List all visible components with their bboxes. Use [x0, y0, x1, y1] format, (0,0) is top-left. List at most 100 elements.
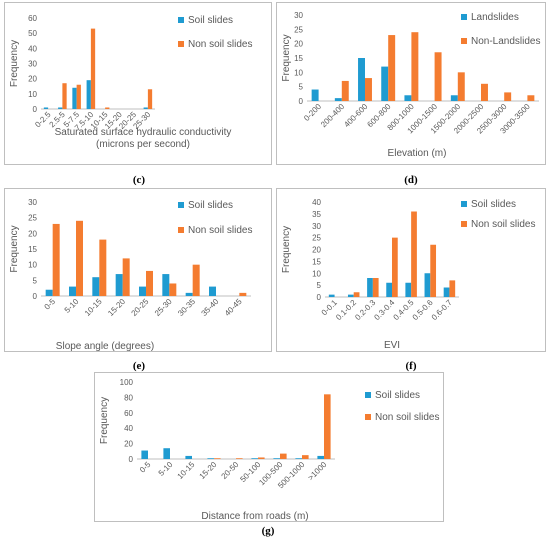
legend-swatch	[461, 201, 467, 207]
legend-swatch	[461, 221, 467, 227]
y-tick-label: 0	[299, 97, 304, 106]
bar-series1	[141, 450, 148, 459]
panel-caption-g: (g)	[261, 525, 275, 537]
bar-series1	[295, 458, 302, 459]
y-tick-label: 30	[28, 60, 37, 69]
x-tick-label: 400-600	[342, 102, 370, 130]
y-axis-label: Frequency	[281, 226, 292, 273]
legend-swatch	[178, 41, 184, 47]
chart-f-svg: 05101520253035400-0.10.1-0.20.2-0.30.3-0…	[281, 198, 535, 351]
x-axis-label: Elevation (m)	[388, 148, 447, 159]
bar-series1	[424, 273, 431, 297]
bar-series2	[105, 107, 110, 109]
bar-series1	[43, 107, 49, 109]
y-tick-label: 40	[312, 198, 321, 207]
chart-panel-d: 0 5 10 15 20 25 30 0-200 200-400 400-600 600-800 80…	[276, 2, 546, 165]
x-axis-label: Slope angle (degrees)	[56, 341, 154, 352]
bar-series1	[358, 58, 365, 101]
y-tick-label: 15	[294, 54, 303, 63]
x-tick-label: 10-15	[83, 297, 104, 318]
y-tick-label: 25	[294, 25, 303, 34]
panel-caption-f: (f)	[405, 360, 417, 372]
bar-series1	[45, 289, 53, 296]
legend-swatch	[178, 202, 184, 208]
bar-series1	[251, 458, 258, 459]
y-axis-label: Frequency	[9, 40, 20, 87]
x-tick-label: 0-200	[302, 102, 323, 123]
bar-series2	[302, 455, 309, 459]
bar-series1	[69, 286, 76, 296]
y-tick-label: 50	[28, 29, 37, 38]
x-tick-label: 0-5	[138, 460, 153, 475]
bar-series2	[146, 270, 153, 296]
bar-series2	[353, 292, 360, 297]
y-tick-label: 25	[312, 234, 321, 243]
chart-panel-e: 0 5 10 15 20 25 30 0-5 5-10 10-15 15-20 20-25 25-30 3…	[4, 188, 272, 352]
bar-series2	[62, 83, 67, 109]
y-tick-label: 30	[312, 222, 321, 231]
bar-series1	[143, 107, 148, 109]
legend-swatch	[461, 38, 467, 44]
bar-series1	[209, 286, 216, 296]
chart-c-svg: 01020304050600-2.52.5-55-7.57.5-1010-151…	[9, 14, 252, 150]
legend-label: Soil slides	[188, 15, 233, 26]
bar-series2	[411, 32, 419, 102]
y-tick-label: 15	[312, 257, 321, 266]
bar-series2	[214, 458, 221, 459]
legend-label: Non soil slides	[375, 412, 439, 423]
y-tick-label: 0	[33, 105, 38, 114]
bar-series1	[139, 286, 146, 296]
bar-series1	[328, 294, 335, 298]
bar-series2	[365, 78, 372, 101]
chart-panel-g: 0 20 40 60 80 100 0-5 5-10 10-15 15-20 20-50 50-100…	[94, 372, 444, 522]
y-tick-label: 5	[317, 281, 322, 290]
y-tick-label: 80	[124, 393, 133, 402]
bar-series2	[169, 283, 177, 296]
legend-swatch	[365, 392, 371, 398]
bar-series2	[192, 264, 200, 296]
bar-series1	[367, 278, 373, 297]
y-axis-label: Frequency	[99, 397, 110, 444]
panel-caption-e: (e)	[132, 360, 146, 372]
bar-series1	[162, 274, 170, 296]
bar-series2	[527, 95, 535, 101]
y-tick-label: 10	[28, 90, 37, 99]
bar-series2	[430, 244, 437, 297]
x-axis-label: Saturated surface hydraulic conductivity	[55, 127, 232, 138]
legend-label: Non soil slides	[188, 39, 252, 50]
bar-series2	[280, 453, 287, 459]
x-tick-label: 40-45	[223, 297, 244, 318]
chart-panel-c: 0 10 20 30 40 50 60 0-2.5 2.5-5 5-7.5 7.5-10 10-15 1…	[4, 2, 272, 165]
legend-label: Soil slides	[188, 200, 233, 211]
bar-series2	[76, 84, 81, 109]
x-tick-label: 15-20	[198, 460, 219, 481]
bar-series2	[122, 258, 130, 296]
y-tick-label: 60	[28, 14, 37, 23]
x-tick-label: 20-25	[130, 297, 151, 318]
x-tick-label: 200-400	[319, 102, 347, 130]
bar-series2	[481, 83, 488, 101]
bar-series1	[405, 282, 412, 297]
y-tick-label: 20	[28, 75, 37, 84]
bar-series1	[450, 95, 458, 101]
x-tick-label: 25-30	[153, 297, 174, 318]
x-tick-label: 5-10	[63, 297, 81, 315]
x-axis-label: EVI	[384, 340, 400, 351]
bar-series2	[341, 80, 349, 101]
legend-label: Soil slides	[471, 199, 516, 210]
bar-series2	[457, 72, 465, 101]
y-tick-label: 20	[124, 440, 133, 449]
x-tick-label: >1000	[306, 460, 329, 483]
bar-series2	[504, 92, 512, 101]
legend-label: Non soil slides	[471, 219, 535, 230]
bar-series2	[236, 458, 243, 459]
y-tick-label: 30	[294, 11, 303, 20]
bar-series1	[404, 95, 412, 101]
y-tick-label: 20	[312, 246, 321, 255]
bar-series2	[434, 52, 442, 101]
x-tick-label: 15-20	[106, 297, 127, 318]
chart-panel-f: 0 5 10 15 20 25 30 35 40 0-0.1 0.1-0.2 0.2-0.3 0.3-0…	[276, 188, 546, 352]
legend-swatch	[178, 227, 184, 233]
bar-series1	[273, 458, 280, 459]
